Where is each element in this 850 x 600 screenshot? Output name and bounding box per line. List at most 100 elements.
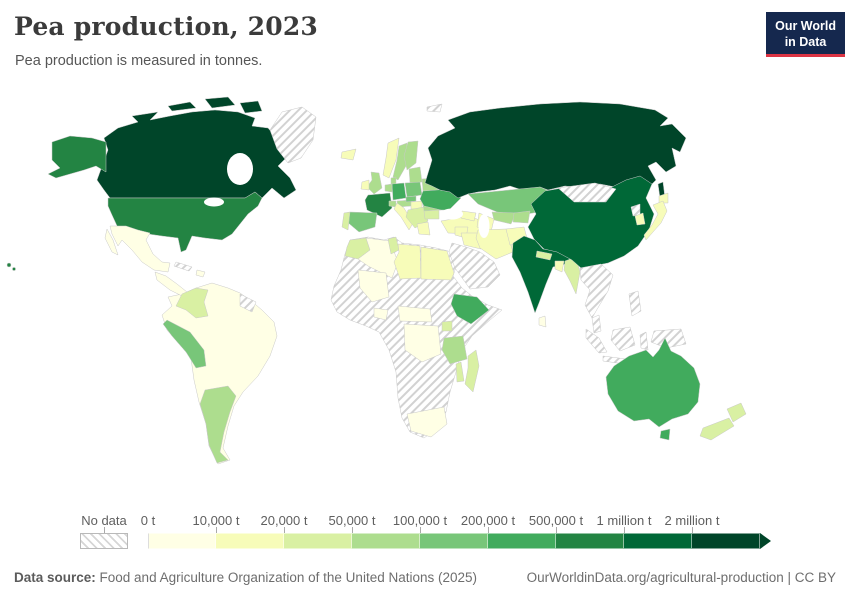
country-nepal[interactable] <box>535 250 553 261</box>
legend-tick-label: 10,000 t <box>192 513 240 528</box>
country-spain[interactable] <box>345 211 378 233</box>
country-italy[interactable] <box>393 202 414 231</box>
legend-swatch[interactable] <box>488 533 556 549</box>
country-mexico[interactable] <box>109 225 171 273</box>
country-finland[interactable] <box>403 140 419 171</box>
country-canada[interactable] <box>96 109 297 199</box>
legend-tick <box>215 527 217 533</box>
legend-tick-label: 2 million t <box>664 513 720 528</box>
country-tanzania[interactable] <box>441 335 468 365</box>
country-south-africa[interactable] <box>406 406 448 438</box>
country-united-states-hawaii[interactable] <box>6 262 12 268</box>
owid-logo-line2: in Data <box>784 35 827 49</box>
country-united-states-alaska[interactable] <box>47 135 107 179</box>
country-poland[interactable] <box>404 181 423 198</box>
legend-swatch[interactable] <box>352 533 420 549</box>
country-russia[interactable] <box>424 101 687 199</box>
legend-swatch[interactable] <box>556 533 624 549</box>
country-mali[interactable] <box>357 269 390 303</box>
country-uzbekistan[interactable] <box>491 211 517 225</box>
country-switzerland[interactable] <box>388 200 397 208</box>
legend-tick <box>623 527 625 533</box>
region-guyanas[interactable] <box>239 293 257 313</box>
country-ghana[interactable] <box>373 307 389 321</box>
legend-tick-label: 50,000 t <box>328 513 376 528</box>
country-greece[interactable] <box>416 221 431 236</box>
country-norway[interactable] <box>382 137 400 179</box>
country-united-kingdom[interactable] <box>366 171 383 195</box>
legend-tick <box>419 527 421 533</box>
country-egypt[interactable] <box>420 246 455 281</box>
country-denmark[interactable] <box>390 176 397 185</box>
region-kyrgyzstan-tajikistan[interactable] <box>512 210 531 224</box>
country-argentina[interactable] <box>199 385 237 464</box>
country-peru[interactable] <box>162 319 207 369</box>
legend-swatch[interactable] <box>624 533 692 549</box>
country-germany[interactable] <box>391 182 407 201</box>
legend-swatch[interactable] <box>216 533 284 549</box>
country-malawi[interactable] <box>455 361 465 383</box>
region-baltics[interactable] <box>408 166 423 184</box>
country-madagascar[interactable] <box>464 349 480 393</box>
country-australia-tasmania[interactable] <box>659 428 671 441</box>
country-canada-arctic-2[interactable] <box>204 96 236 109</box>
country-china[interactable] <box>527 175 655 269</box>
country-bangladesh[interactable] <box>554 260 565 273</box>
country-japan-hokkaido[interactable] <box>658 192 669 204</box>
legend-no-data-swatch[interactable] <box>80 533 128 549</box>
country-libya[interactable] <box>393 243 422 280</box>
country-sri-lanka[interactable] <box>538 315 547 328</box>
country-hispaniola[interactable] <box>195 269 206 278</box>
country-uganda[interactable] <box>441 320 453 332</box>
region-indochina[interactable] <box>579 263 614 319</box>
legend-swatch[interactable] <box>284 533 352 549</box>
country-united-states-hawaii-2[interactable] <box>12 267 16 271</box>
footer: Data source: Food and Agriculture Organi… <box>14 570 836 585</box>
country-japan-honshu[interactable] <box>643 200 668 241</box>
country-ireland[interactable] <box>360 179 370 191</box>
island-sumatra[interactable] <box>585 328 608 354</box>
country-cuba[interactable] <box>173 261 193 272</box>
country-colombia[interactable] <box>175 287 209 319</box>
country-canada-arctic-1[interactable] <box>167 101 197 112</box>
country-bulgaria[interactable] <box>423 209 440 220</box>
owid-logo-line1: Our World <box>775 19 836 33</box>
island-borneo[interactable] <box>610 326 636 352</box>
legend-swatch[interactable] <box>148 533 216 549</box>
country-new-zealand-north[interactable] <box>726 402 747 423</box>
island-sulawesi[interactable] <box>639 331 649 351</box>
country-czechia[interactable] <box>405 195 417 203</box>
legend-tick <box>351 527 353 533</box>
great-lakes <box>204 197 224 207</box>
region-malay-peninsula[interactable] <box>591 314 602 334</box>
legend-swatch[interactable] <box>420 533 488 549</box>
country-mexico-baja[interactable] <box>104 228 119 256</box>
country-mongolia[interactable] <box>557 182 617 203</box>
island-new-guinea[interactable] <box>650 328 687 349</box>
country-iceland[interactable] <box>340 148 357 161</box>
country-netherlands[interactable] <box>384 183 393 193</box>
country-greenland[interactable] <box>269 106 317 164</box>
country-australia[interactable] <box>605 337 701 428</box>
country-south-korea[interactable] <box>634 212 646 226</box>
country-france[interactable] <box>364 192 393 218</box>
country-portugal[interactable] <box>341 211 351 231</box>
legend-color-bar <box>148 533 771 549</box>
country-canada-arctic-3[interactable] <box>239 100 263 114</box>
legend-swatch[interactable] <box>692 533 760 549</box>
legend-arrow <box>760 533 771 549</box>
legend-tick <box>691 527 693 533</box>
region-central-america[interactable] <box>154 271 188 298</box>
country-svalbard[interactable] <box>426 103 443 113</box>
country-new-zealand-south[interactable] <box>699 417 735 441</box>
region-arabian-peninsula[interactable] <box>448 242 501 290</box>
country-ethiopia[interactable] <box>450 293 490 325</box>
region-cameroon-car[interactable] <box>397 305 433 323</box>
country-sweden[interactable] <box>392 142 408 181</box>
country-philippines[interactable] <box>628 290 642 317</box>
owid-logo[interactable]: Our World in Data <box>766 12 845 57</box>
country-dr-congo[interactable] <box>403 323 442 363</box>
legend-no-data-label: No data <box>81 513 127 528</box>
footer-license-link[interactable]: OurWorldinData.org/agricultural-producti… <box>526 570 836 585</box>
